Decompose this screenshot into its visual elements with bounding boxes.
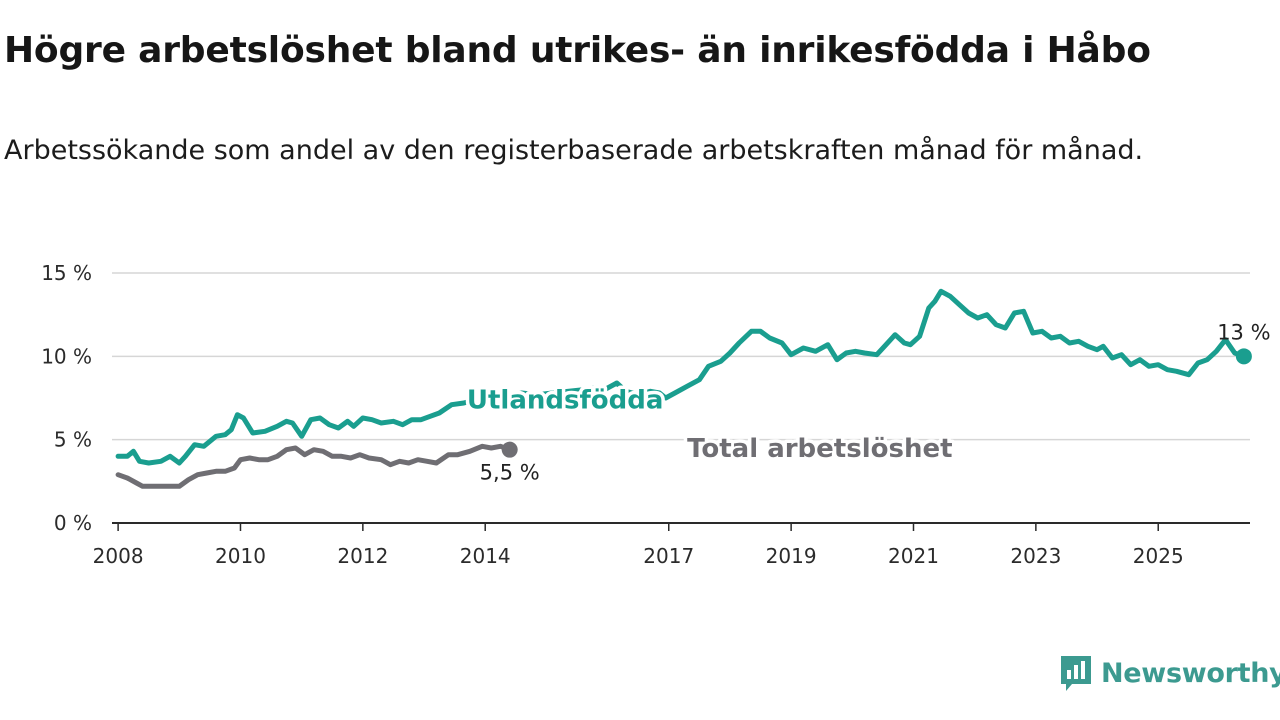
series-label-total-arbetsl-shet: Total arbetslöshet [687, 434, 952, 464]
y-tick-label: 15 % [41, 261, 92, 285]
x-tick-label: 2010 [215, 544, 266, 568]
y-tick-label: 0 % [54, 511, 92, 535]
x-tick-label: 2008 [93, 544, 144, 568]
y-axis-tick-labels: 0 % 5 % 10 % 15 % [41, 261, 92, 535]
x-axis: 2008 2010 2012 2014 2017 2019 2021 2023 2025 [93, 522, 1250, 568]
x-tick-label: 2012 [337, 544, 388, 568]
y-tick-label: 10 % [41, 344, 92, 368]
chart-gridlines [112, 272, 1250, 441]
series-end-dot-utlandsf-dda [1235, 348, 1252, 365]
series-labels: 13 % Utlandsfödda 5,5 % Total arbetslöshet [463, 320, 1270, 485]
series-end-dot-total-arbetsl-shet [501, 441, 518, 458]
x-tick-label: 2017 [643, 544, 694, 568]
chart-subtitle: Arbetssökande som andel av den registerb… [4, 135, 1144, 166]
series-label-utlandsf-dda: Utlandsfödda [467, 386, 664, 416]
series-line-total-arbetsl-shet [115, 443, 513, 489]
series-end-label-total-arbetsl-shet: 5,5 % [480, 461, 540, 485]
x-tick-label: 2023 [1010, 544, 1061, 568]
x-tick-label: 2014 [460, 544, 511, 568]
chart-series [115, 288, 1252, 489]
x-tick-label: 2019 [766, 544, 817, 568]
newsworthy-logo-icon [1061, 656, 1091, 691]
chart-title: Högre arbetslöshet bland utrikes- än inr… [4, 30, 1151, 71]
y-tick-label: 5 % [54, 428, 92, 452]
x-tick-label: 2025 [1133, 544, 1184, 568]
brand-name: Newsworthy [1101, 657, 1280, 689]
newsworthy-logo: Newsworthy [1059, 652, 1280, 694]
series-end-label-utlandsf-dda: 13 % [1217, 320, 1270, 344]
series-line-utlandsf-dda [115, 288, 1247, 466]
x-tick-label: 2021 [888, 544, 939, 568]
